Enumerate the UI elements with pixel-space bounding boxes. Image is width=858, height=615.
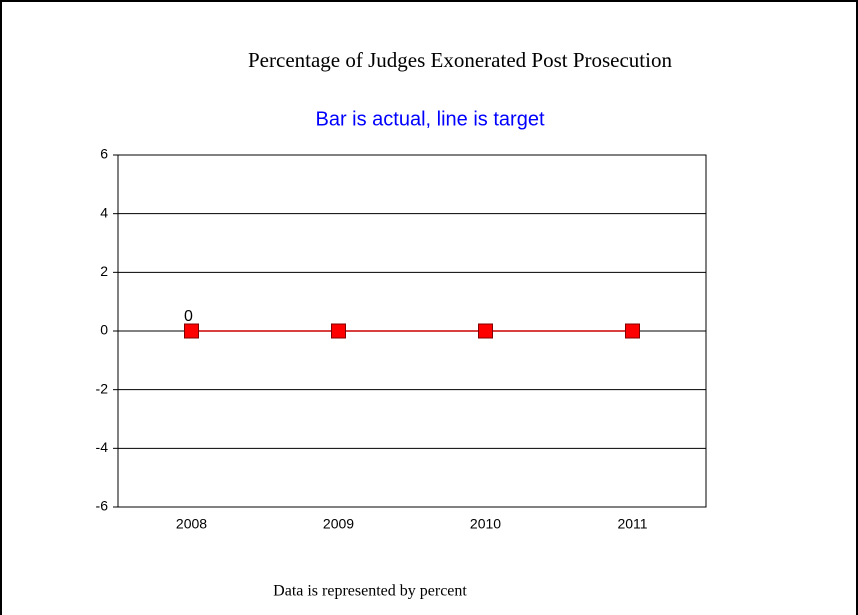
y-tick-label: -4 [96,439,109,455]
chart-title: Percentage of Judges Exonerated Post Pro… [248,48,672,72]
line-marker [331,323,346,339]
line-marker [478,323,493,339]
data-label: 0 [184,308,193,325]
x-tick-label: 2009 [323,516,354,532]
x-tick-label: 2008 [176,516,207,532]
chart-subtitle: Bar is actual, line is target [316,108,545,130]
footnote: Data is represented by percent [273,583,467,600]
y-tick-label: 4 [100,204,108,220]
y-tick-label: -6 [96,498,109,514]
y-tick-label: 6 [100,146,108,162]
y-tick-label: 2 [100,263,108,279]
y-tick-label: 0 [100,322,108,338]
line-marker [625,323,640,339]
line-marker [184,323,199,339]
y-tick-label: -2 [96,380,109,396]
x-tick-label: 2011 [617,516,647,532]
x-tick-label: 2010 [470,516,501,532]
